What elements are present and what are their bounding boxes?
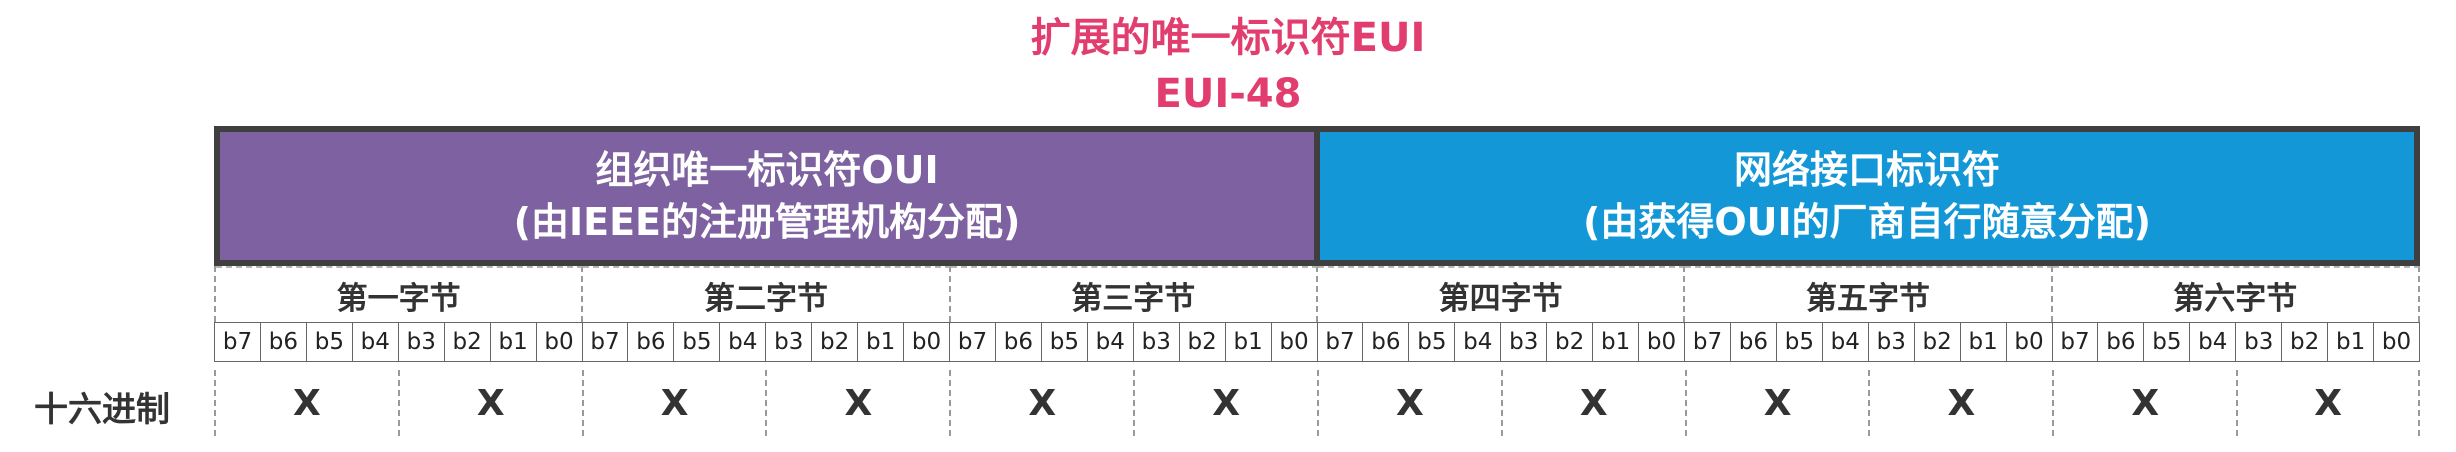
bit-cell: b7 xyxy=(215,322,261,362)
nic-field-note: (由获得OUI的厂商自行随意分配) xyxy=(1583,196,2151,248)
eui48-fields: 组织唯一标识符OUI (由IEEE的注册管理机构分配) 网络接口标识符 (由获得… xyxy=(214,126,2420,266)
bit-cell: b2 xyxy=(1180,322,1226,362)
bit-cell: b4 xyxy=(2190,322,2236,362)
bit-cell: b1 xyxy=(1226,322,1272,362)
oui-field-name: 组织唯一标识符OUI xyxy=(595,144,938,196)
bit-cell: b0 xyxy=(904,322,950,362)
byte-label: 第二字节 xyxy=(583,266,950,322)
title-main: 扩展的唯一标识符EUI xyxy=(0,10,2456,66)
oui-field: 组织唯一标识符OUI (由IEEE的注册管理机构分配) xyxy=(220,132,1320,260)
bit-cell: b6 xyxy=(996,322,1042,362)
hex-digit: X xyxy=(1133,370,1317,436)
bit-cell: b6 xyxy=(261,322,307,362)
bit-cell: b3 xyxy=(766,322,812,362)
hex-digit: X xyxy=(1685,370,1869,436)
bit-cell: b0 xyxy=(1272,322,1318,362)
byte-label: 第一字节 xyxy=(216,266,583,322)
bit-cell: b5 xyxy=(1777,322,1823,362)
bit-cell: b6 xyxy=(1731,322,1777,362)
hex-digit: X xyxy=(1501,370,1685,436)
byte-label: 第三字节 xyxy=(951,266,1318,322)
bit-cell: b1 xyxy=(1961,322,2007,362)
bit-cell: b0 xyxy=(537,322,583,362)
bit-cell: b2 xyxy=(1915,322,1961,362)
bit-cell: b6 xyxy=(1363,322,1409,362)
hex-digit: X xyxy=(949,370,1133,436)
bit-cell: b0 xyxy=(1639,322,1685,362)
bit-cell: b4 xyxy=(1455,322,1501,362)
hex-digit: X xyxy=(398,370,582,436)
oui-field-note: (由IEEE的注册管理机构分配) xyxy=(514,196,1021,248)
bit-cell: b5 xyxy=(674,322,720,362)
bit-cell: b6 xyxy=(628,322,674,362)
hex-digit: X xyxy=(1317,370,1501,436)
bit-cell: b5 xyxy=(1042,322,1088,362)
bit-cell: b7 xyxy=(1685,322,1731,362)
bit-cell: b3 xyxy=(1501,322,1547,362)
hex-digit: X xyxy=(765,370,949,436)
hex-digit: X xyxy=(1868,370,2052,436)
bit-cell: b4 xyxy=(720,322,766,362)
title-block: 扩展的唯一标识符EUI EUI-48 xyxy=(0,10,2456,122)
bit-cell: b6 xyxy=(2098,322,2144,362)
bit-cell: b7 xyxy=(2053,322,2099,362)
bit-cell: b4 xyxy=(1823,322,1869,362)
bit-cell: b1 xyxy=(858,322,904,362)
byte-label: 第四字节 xyxy=(1318,266,1685,322)
byte-label: 第五字节 xyxy=(1685,266,2052,322)
bit-cell: b4 xyxy=(353,322,399,362)
bit-cell: b7 xyxy=(1318,322,1364,362)
hex-digit: X xyxy=(214,370,398,436)
byte-label: 第六字节 xyxy=(2053,266,2420,322)
bit-cell: b3 xyxy=(2236,322,2282,362)
nic-field: 网络接口标识符 (由获得OUI的厂商自行随意分配) xyxy=(1320,132,2414,260)
bit-cell: b4 xyxy=(1088,322,1134,362)
bit-cell: b0 xyxy=(2374,322,2420,362)
bit-cell: b3 xyxy=(1134,322,1180,362)
hex-digit: X xyxy=(2052,370,2236,436)
bit-cell: b1 xyxy=(2328,322,2374,362)
bit-cell: b1 xyxy=(491,322,537,362)
hex-digit: X xyxy=(582,370,766,436)
byte-row: 第一字节 第二字节 第三字节 第四字节 第五字节 第六字节 xyxy=(214,266,2420,322)
bit-cell: b7 xyxy=(583,322,629,362)
bit-cell: b2 xyxy=(445,322,491,362)
title-sub: EUI-48 xyxy=(0,66,2456,122)
bit-cell: b5 xyxy=(307,322,353,362)
hex-label: 十六进制 xyxy=(34,376,194,436)
bit-cell: b2 xyxy=(812,322,858,362)
nic-field-name: 网络接口标识符 xyxy=(1734,144,2000,196)
bit-row: b7 b6 b5 b4 b3 b2 b1 b0 b7 b6 b5 b4 b3 b2 b1 b0 b7 b6 b5 b4… xyxy=(214,322,2420,362)
bit-cell: b2 xyxy=(2282,322,2328,362)
bit-cell: b7 xyxy=(950,322,996,362)
bit-cell: b2 xyxy=(1547,322,1593,362)
bit-cell: b5 xyxy=(2144,322,2190,362)
bit-cell: b3 xyxy=(1869,322,1915,362)
hex-digit: X xyxy=(2236,370,2420,436)
bit-cell: b1 xyxy=(1593,322,1639,362)
bit-cell: b3 xyxy=(399,322,445,362)
bit-cell: b5 xyxy=(1409,322,1455,362)
bit-cell: b0 xyxy=(2007,322,2053,362)
